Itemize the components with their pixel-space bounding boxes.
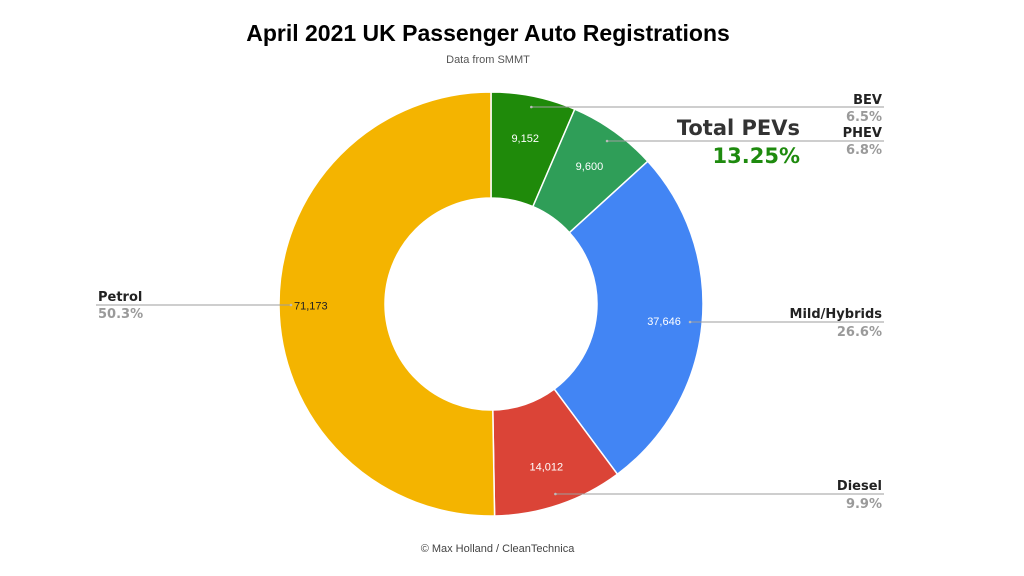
total-pevs-title: Total PEVs [676,116,800,140]
category-label-mild-hybrids: Mild/Hybrids [790,307,883,322]
value-label-bev: 9,152 [511,133,539,145]
slice-mild-hybrids [553,160,704,476]
percent-label-phev: 6.8% [846,143,882,158]
total-pevs-annotation: Total PEVs 13.25% [640,116,800,168]
leader-lines [96,105,884,496]
percent-label-bev: 6.5% [846,110,882,125]
slice-petrol [278,91,496,517]
value-label-petrol: 71,173 [294,301,328,313]
percent-label-diesel: 9.9% [846,497,882,512]
category-label-diesel: Diesel [837,479,882,494]
credit-text: © Max Holland / CleanTechnica [420,543,575,555]
value-label-diesel: 14,012 [529,462,563,474]
leader-dot-bev [530,105,533,109]
percent-label-mild-hybrids: 26.6% [837,325,882,340]
labels-layer: 9,152 BEV 6.5% 9,600 PHEV 6.8% 37,646 Mild/Hybr… [98,93,882,512]
leader-dot-mild-hybrids [688,320,692,324]
category-label-bev: BEV [853,93,882,108]
category-label-phev: PHEV [843,126,882,141]
leader-dot-diesel [554,492,557,496]
category-label-petrol: Petrol [98,290,142,305]
leader-dot-petrol [289,303,293,307]
chart-title: April 2021 UK Passenger Auto Registratio… [246,20,730,46]
leader-dot-phev [605,139,609,143]
value-label-phev: 9,600 [576,161,604,173]
percent-label-petrol: 50.3% [98,307,143,322]
value-label-mild-hybrids: 37,646 [647,316,681,328]
slices-layer [278,91,704,517]
chart-subtitle: Data from SMMT [446,54,530,66]
total-pevs-value: 13.25% [712,144,800,168]
